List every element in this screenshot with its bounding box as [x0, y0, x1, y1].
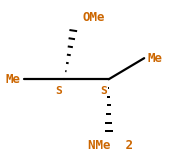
Text: NMe  2: NMe 2: [88, 139, 133, 152]
Text: Me: Me: [5, 73, 20, 86]
Text: S: S: [56, 86, 62, 96]
Text: Me: Me: [148, 52, 163, 65]
Text: S: S: [100, 86, 107, 96]
Text: OMe: OMe: [82, 11, 105, 24]
